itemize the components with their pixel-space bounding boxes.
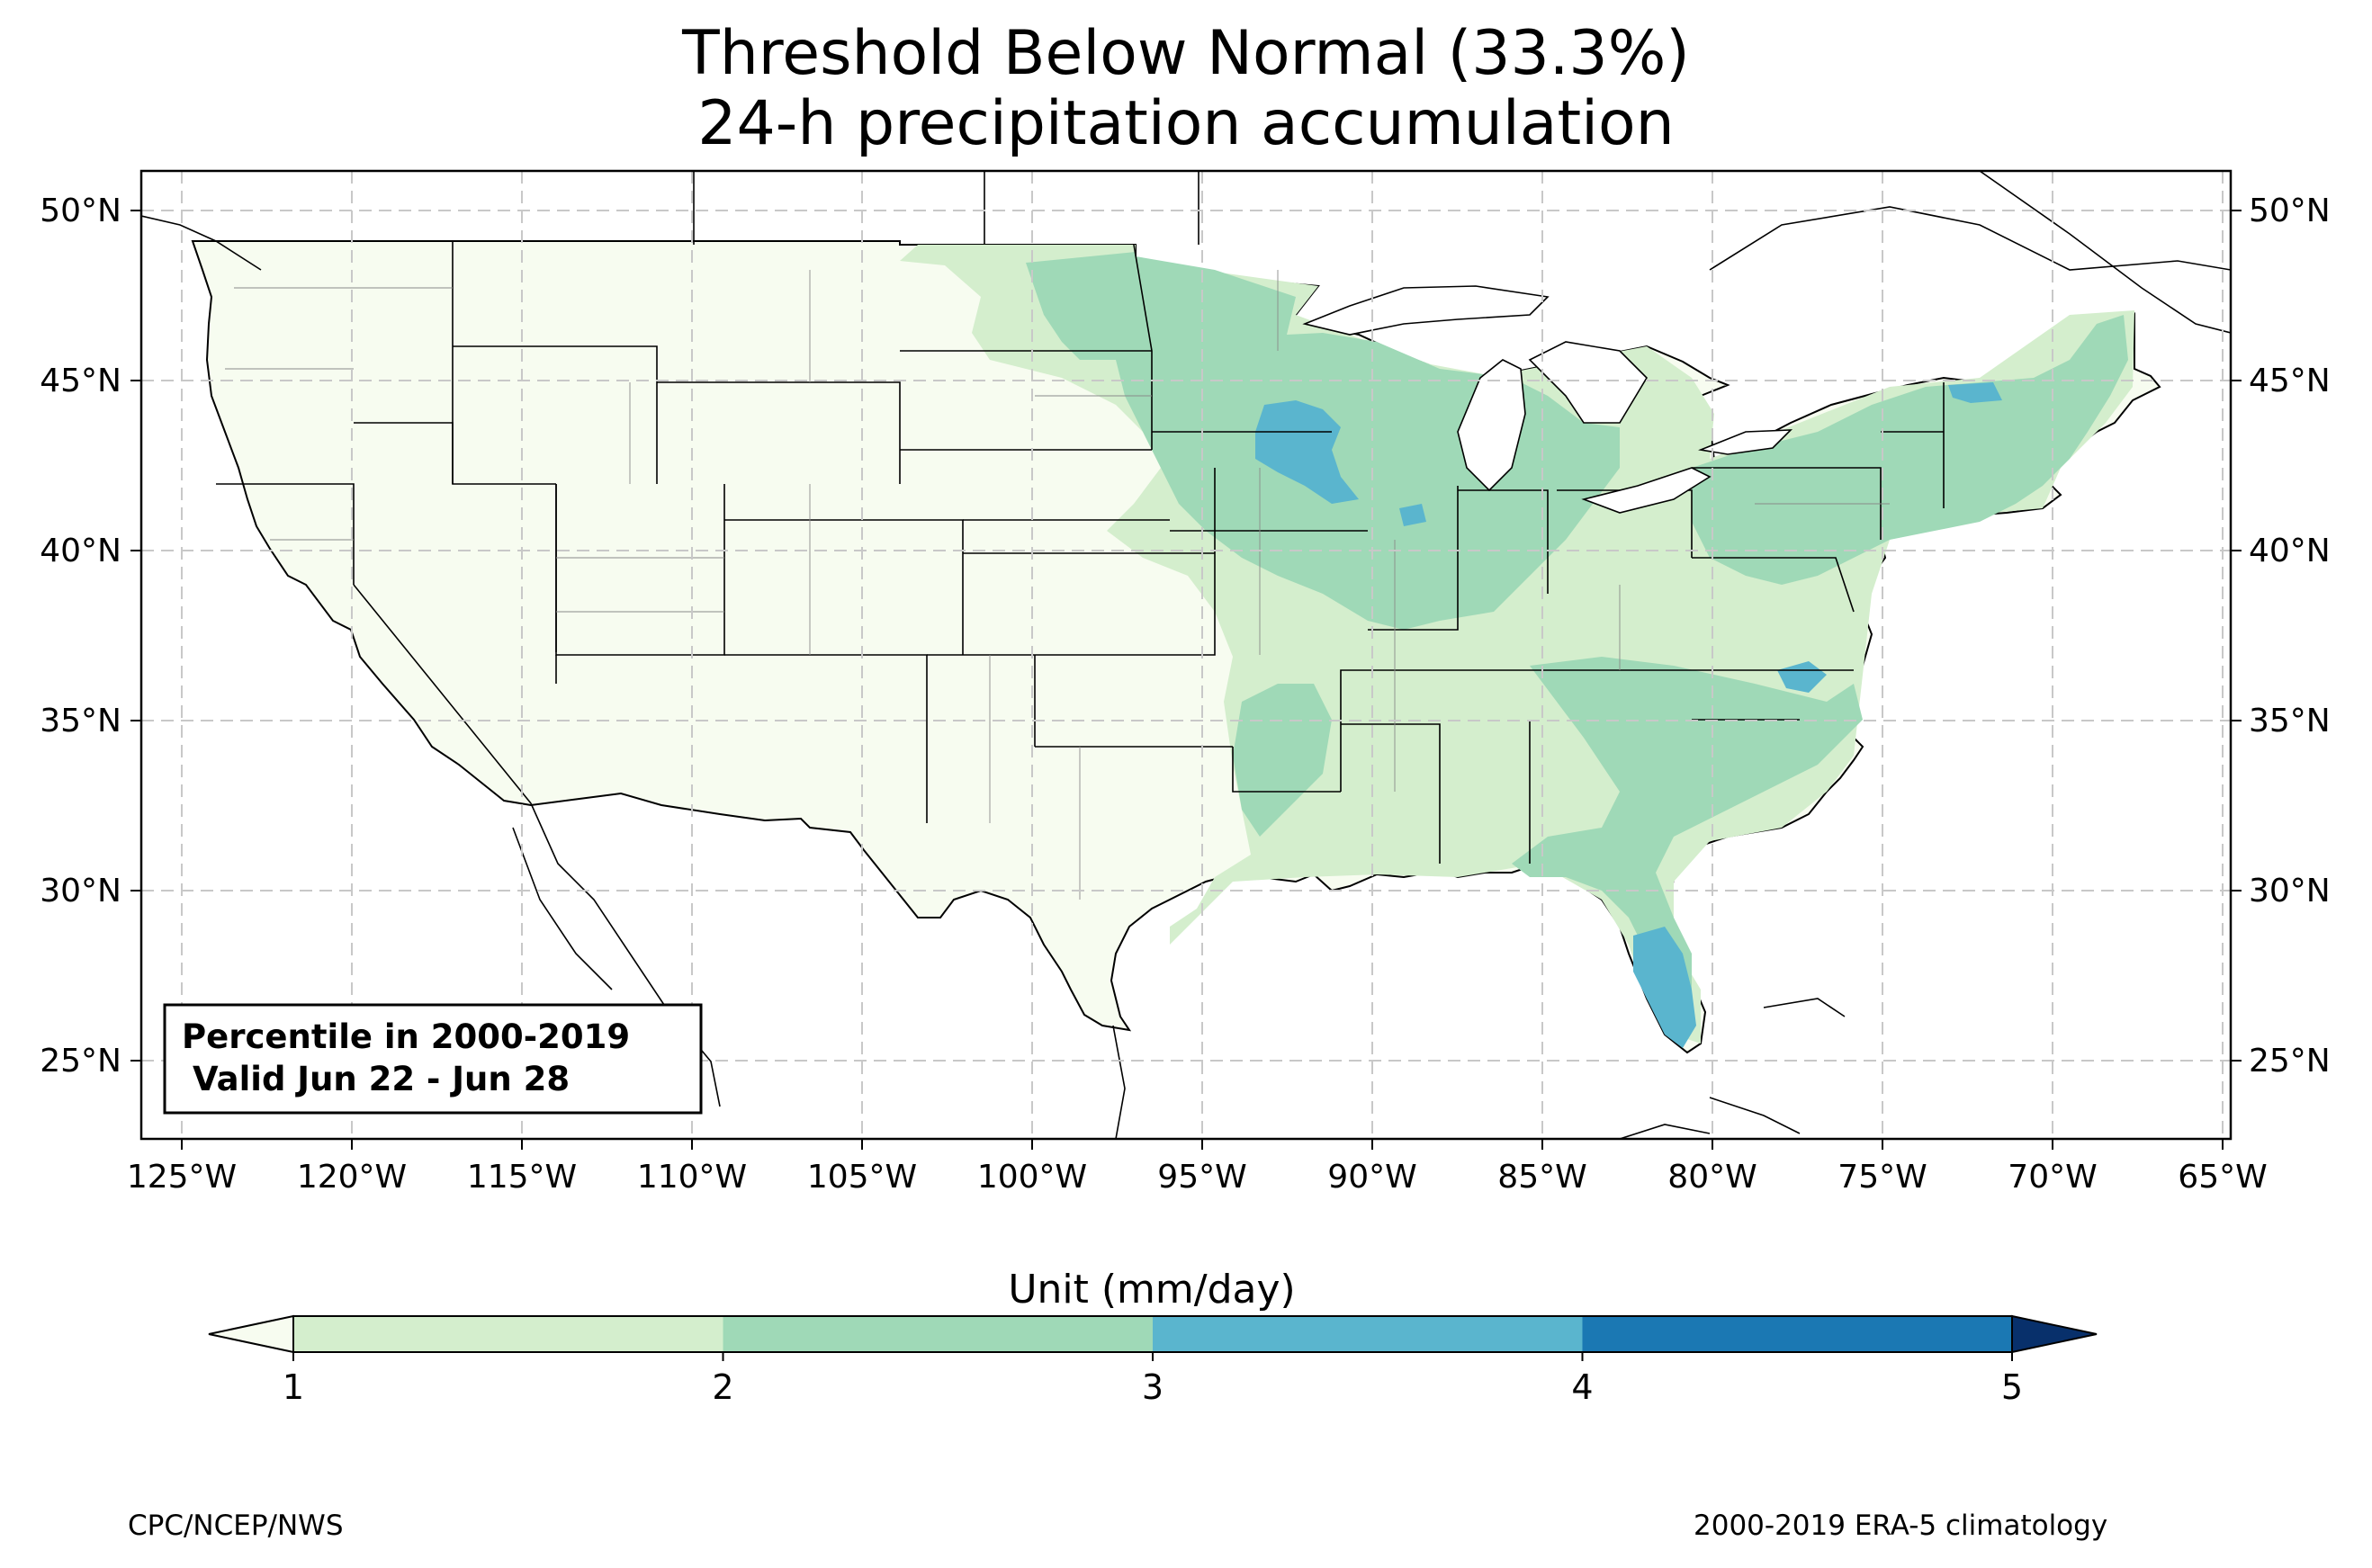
colorbar-tick-label: 1 bbox=[283, 1367, 304, 1407]
lat-tick-label-left: 40°N bbox=[40, 533, 121, 569]
shade-3-4-illinois bbox=[1399, 504, 1426, 526]
shade-2-3-northeast bbox=[1692, 315, 2128, 585]
shade-3-4-florida bbox=[1633, 927, 1696, 1048]
colorbar-tick-label: 5 bbox=[2001, 1367, 2023, 1407]
colorbar-segment bbox=[1582, 1316, 2013, 1352]
colorbar-tick-label: 3 bbox=[1142, 1367, 1164, 1407]
info-box-line2: Valid Jun 22 - Jun 28 bbox=[193, 1060, 570, 1098]
longitude-axis: 125°W 120°W 115°W 110°W 105°W 100°W 95°W 90°W 85… bbox=[127, 1139, 2268, 1196]
colorbar-extend-low bbox=[208, 1314, 294, 1354]
lon-tick-label: 65°W bbox=[2178, 1159, 2267, 1196]
colorbar-tick-label: 2 bbox=[712, 1367, 733, 1407]
lon-tick-label: 70°W bbox=[2008, 1159, 2097, 1196]
footer-left: CPC/NCEP/NWS bbox=[128, 1510, 344, 1542]
lat-tick-label-left: 45°N bbox=[40, 363, 121, 399]
lat-tick-label-left: 30°N bbox=[40, 873, 121, 909]
colorbar: 1 2 3 4 5 bbox=[208, 1314, 2098, 1407]
lon-tick-label: 125°W bbox=[127, 1159, 237, 1196]
shade-2-3-southeast bbox=[1512, 657, 1863, 990]
lat-tick-label-left: 25°N bbox=[40, 1043, 121, 1080]
lat-tick-label-right: 25°N bbox=[2249, 1043, 2331, 1080]
lon-tick-label: 80°W bbox=[1667, 1159, 1757, 1196]
colorbar-segment bbox=[723, 1316, 1154, 1352]
info-box-line1: Percentile in 2000-2019 bbox=[182, 1017, 630, 1056]
footer-right: 2000-2019 ERA-5 climatology bbox=[1694, 1510, 2108, 1542]
shade-3-4-newengland bbox=[1948, 382, 2002, 403]
lon-tick-label: 110°W bbox=[637, 1159, 747, 1196]
latitude-axis-right: 50°N 45°N 40°N 35°N 30°N 25°N bbox=[2231, 193, 2331, 1080]
lon-tick-label: 75°W bbox=[1837, 1159, 1927, 1196]
lat-tick-label-left: 35°N bbox=[40, 703, 121, 739]
great-lakes bbox=[1302, 285, 1793, 514]
shade-3-4-iowa bbox=[1255, 400, 1359, 504]
lon-tick-label: 90°W bbox=[1327, 1159, 1416, 1196]
lon-tick-label: 115°W bbox=[467, 1159, 577, 1196]
chart-subtitle: 24-h precipitation accumulation bbox=[697, 88, 1675, 159]
lat-tick-label-right: 45°N bbox=[2249, 363, 2331, 399]
division-lines bbox=[225, 270, 1890, 900]
lat-tick-label-right: 50°N bbox=[2249, 193, 2331, 229]
colorbar-label: Unit (mm/day) bbox=[1008, 1267, 1295, 1313]
lon-tick-label: 120°W bbox=[297, 1159, 407, 1196]
lon-tick-label: 95°W bbox=[1157, 1159, 1246, 1196]
map-frame bbox=[139, 169, 2233, 1141]
lat-tick-label-left: 50°N bbox=[40, 193, 121, 229]
chart-title: Threshold Below Normal (33.3%) bbox=[682, 18, 1690, 89]
lat-tick-label-right: 30°N bbox=[2249, 873, 2331, 909]
shade-2-3-gulf bbox=[1233, 684, 1332, 837]
lon-tick-label: 85°W bbox=[1497, 1159, 1586, 1196]
state-boundaries bbox=[216, 241, 1945, 864]
colorbar-segment bbox=[293, 1316, 723, 1352]
colorbar-extend-high bbox=[2011, 1314, 2098, 1354]
latitude-axis-left: 50°N 45°N 40°N 35°N 30°N 25°N bbox=[40, 193, 141, 1080]
lon-tick-label: 100°W bbox=[977, 1159, 1087, 1196]
lat-tick-label-right: 40°N bbox=[2249, 533, 2331, 569]
shade-3-4-carolina bbox=[1777, 661, 1827, 693]
info-box bbox=[163, 1003, 703, 1115]
lon-tick-label: 105°W bbox=[807, 1159, 917, 1196]
lat-tick-label-right: 35°N bbox=[2249, 703, 2331, 739]
colorbar-tick-label: 4 bbox=[1571, 1367, 1593, 1407]
colorbar-segment bbox=[1153, 1316, 1583, 1352]
country-borders bbox=[141, 171, 2231, 1139]
